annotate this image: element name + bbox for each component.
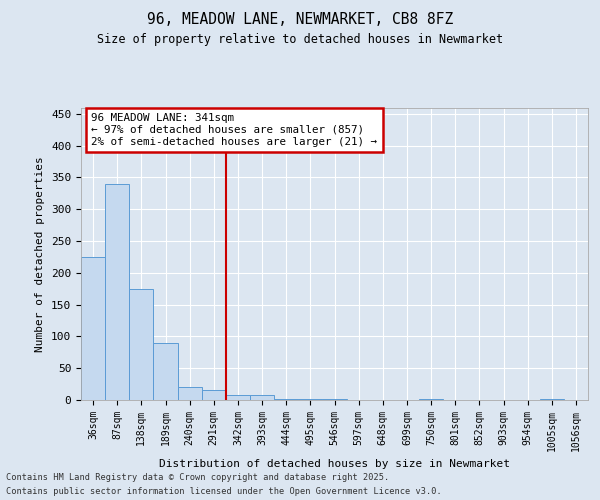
- Text: 96 MEADOW LANE: 341sqm
← 97% of detached houses are smaller (857)
2% of semi-det: 96 MEADOW LANE: 341sqm ← 97% of detached…: [91, 114, 377, 146]
- Y-axis label: Number of detached properties: Number of detached properties: [35, 156, 46, 352]
- Bar: [154, 343, 178, 400]
- Bar: [298, 398, 322, 400]
- Text: Size of property relative to detached houses in Newmarket: Size of property relative to detached ho…: [97, 32, 503, 46]
- Bar: [226, 395, 250, 400]
- Bar: [81, 257, 105, 400]
- Text: Contains public sector information licensed under the Open Government Licence v3: Contains public sector information licen…: [6, 487, 442, 496]
- Bar: [250, 395, 274, 400]
- Bar: [178, 388, 202, 400]
- Bar: [202, 390, 226, 400]
- Bar: [105, 184, 129, 400]
- X-axis label: Distribution of detached houses by size in Newmarket: Distribution of detached houses by size …: [159, 459, 510, 469]
- Bar: [129, 288, 154, 400]
- Text: Contains HM Land Registry data © Crown copyright and database right 2025.: Contains HM Land Registry data © Crown c…: [6, 474, 389, 482]
- Bar: [274, 398, 298, 400]
- Text: 96, MEADOW LANE, NEWMARKET, CB8 8FZ: 96, MEADOW LANE, NEWMARKET, CB8 8FZ: [147, 12, 453, 28]
